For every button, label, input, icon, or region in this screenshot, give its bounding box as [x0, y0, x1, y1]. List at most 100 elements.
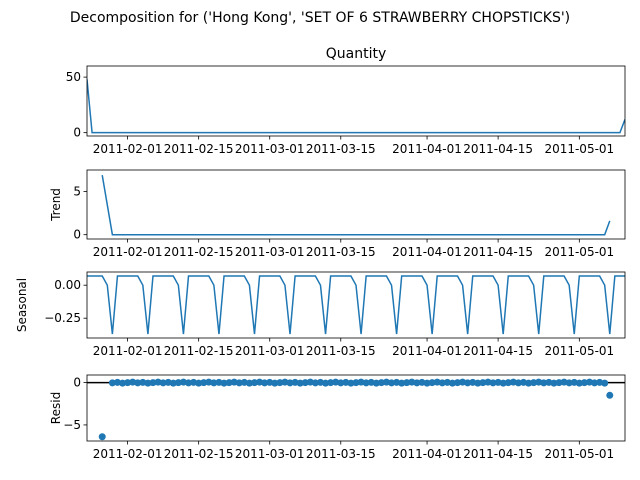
y-tick-label: 0 — [73, 228, 81, 242]
resid-point — [479, 379, 487, 387]
resid-point — [530, 379, 538, 387]
panel-1: 0 50 2011-02-01 2011-02-15 2011-03-01 2011-03… — [66, 46, 626, 156]
resid-point — [499, 379, 507, 387]
resid-point — [352, 379, 360, 387]
series-line — [87, 275, 625, 335]
x-tick-label: 2011-04-01 — [392, 447, 462, 461]
y-tick-label: 0 — [73, 376, 81, 390]
y-axis-label: Trend — [49, 188, 63, 222]
resid-point — [235, 379, 243, 387]
resid-point — [337, 379, 345, 387]
x-tick-label: 2011-03-01 — [235, 142, 305, 156]
resid-point — [565, 379, 573, 387]
resid-point — [327, 379, 335, 387]
figure-title: Decomposition for ('Hong Kong', 'SET OF … — [70, 10, 570, 26]
resid-point — [398, 379, 406, 387]
resid-point — [372, 379, 380, 387]
y-tick-label: −0.25 — [44, 311, 81, 325]
x-tick-label: 2011-02-01 — [93, 447, 163, 461]
x-tick-label: 2011-02-15 — [164, 142, 234, 156]
panel-data — [87, 378, 625, 441]
resid-point — [286, 379, 294, 387]
x-tick-label: 2011-04-01 — [392, 245, 462, 259]
x-tick-label: 2011-04-01 — [392, 344, 462, 358]
resid-point — [301, 379, 309, 387]
resid-point — [464, 379, 472, 387]
resid-point — [271, 379, 279, 387]
x-tick-label: 2011-03-01 — [235, 245, 305, 259]
resid-point — [174, 379, 182, 387]
panel-4: 0 −5 2011-02-01 2011-02-15 2011-03-01 2011-03… — [49, 374, 626, 461]
x-tick-label: 2011-02-15 — [164, 245, 234, 259]
resid-point — [504, 379, 512, 387]
x-tick-label: 2011-05-01 — [544, 344, 614, 358]
resid-point — [119, 379, 127, 387]
resid-point — [347, 379, 355, 387]
x-tick-label: 2011-05-01 — [544, 447, 614, 461]
resid-point — [388, 379, 396, 387]
resid-point — [220, 379, 228, 387]
x-tick-label: 2011-03-15 — [306, 142, 376, 156]
x-tick-label: 2011-02-15 — [164, 447, 234, 461]
resid-point — [200, 379, 208, 387]
resid-point — [311, 379, 319, 387]
y-tick-label: 0.00 — [54, 278, 81, 292]
panel-frame — [86, 374, 626, 442]
resid-point — [322, 379, 330, 387]
resid-point — [245, 379, 253, 387]
resid-point — [169, 379, 177, 387]
resid-point — [362, 379, 370, 387]
y-tick-label: 50 — [66, 70, 81, 84]
x-tick-label: 2011-03-15 — [306, 447, 376, 461]
resid-point — [601, 379, 609, 387]
resid-point — [149, 379, 157, 387]
resid-point — [525, 379, 533, 387]
resid-point — [124, 379, 132, 387]
resid-point — [134, 379, 142, 387]
x-tick-label: 2011-02-01 — [93, 142, 163, 156]
resid-point — [489, 379, 497, 387]
panel-data — [101, 175, 611, 236]
x-tick-label: 2011-04-01 — [392, 142, 462, 156]
resid-point — [575, 379, 583, 387]
resid-point — [448, 379, 456, 387]
resid-point — [540, 379, 548, 387]
resid-point — [144, 379, 152, 387]
x-tick-label: 2011-03-15 — [306, 245, 376, 259]
panel-frame — [86, 271, 626, 339]
panel-frame — [86, 169, 626, 240]
x-tick-label: 2011-03-01 — [235, 344, 305, 358]
panel-2: 0 5 2011-02-01 2011-02-15 2011-03-01 2011-03-… — [49, 169, 626, 259]
x-tick-label: 2011-04-15 — [463, 142, 533, 156]
panel-data — [87, 79, 625, 134]
series-line — [101, 175, 611, 236]
resid-point — [591, 379, 599, 387]
x-tick-label: 2011-04-15 — [463, 447, 533, 461]
x-tick-label: 2011-05-01 — [544, 142, 614, 156]
resid-point — [423, 379, 431, 387]
x-tick-label: 2011-03-15 — [306, 344, 376, 358]
resid-point — [428, 379, 436, 387]
resid-point — [377, 379, 385, 387]
x-tick-label: 2011-02-01 — [93, 245, 163, 259]
x-tick-label: 2011-04-15 — [463, 344, 533, 358]
resid-point — [514, 379, 522, 387]
resid-point — [276, 379, 284, 387]
resid-point — [296, 379, 304, 387]
resid-point — [98, 433, 106, 441]
x-tick-label: 2011-03-01 — [235, 447, 305, 461]
resid-point — [550, 379, 558, 387]
y-axis-label: Resid — [49, 392, 63, 424]
resid-point — [413, 379, 421, 387]
panel-frame — [86, 65, 626, 137]
resid-point — [195, 379, 203, 387]
resid-point — [210, 379, 218, 387]
y-axis-label: Seasonal — [15, 278, 29, 332]
x-tick-label: 2011-04-15 — [463, 245, 533, 259]
x-tick-label: 2011-05-01 — [544, 245, 614, 259]
x-tick-label: 2011-02-01 — [93, 344, 163, 358]
panel-title: Quantity — [326, 46, 387, 62]
resid-point — [108, 379, 116, 387]
